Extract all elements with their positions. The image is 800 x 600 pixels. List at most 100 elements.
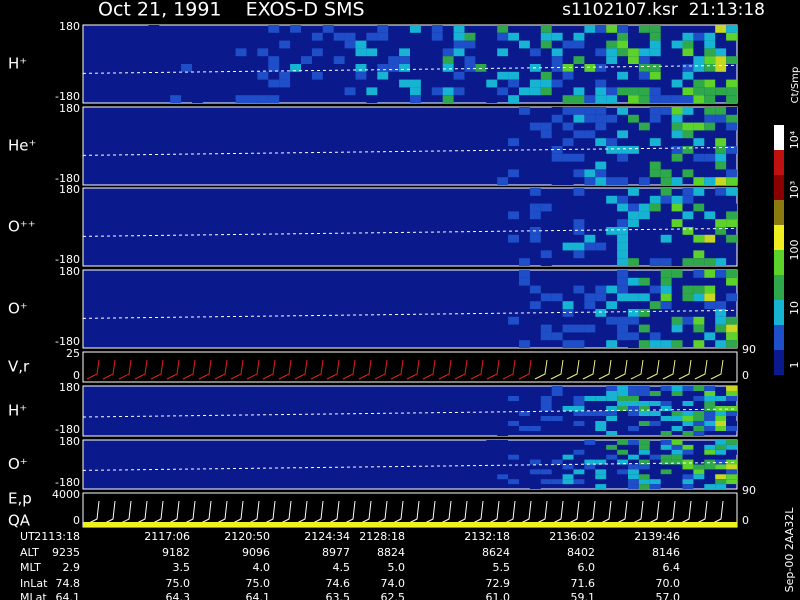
spectrogram-cell <box>529 79 541 88</box>
cell: 57.0 <box>656 591 681 600</box>
spectrogram-cell <box>715 270 727 278</box>
spectrogram-cell <box>671 324 683 333</box>
spectrogram-cell <box>562 406 574 411</box>
spectrogram-cell <box>366 95 378 103</box>
spectrogram-cell <box>671 459 683 465</box>
spectrogram-cell <box>715 177 727 185</box>
spectrogram-cell <box>617 130 628 139</box>
sweep-trace <box>214 359 228 380</box>
spectrogram-cell <box>671 114 683 123</box>
sweep-trace <box>118 359 132 380</box>
spectrogram-cell <box>660 340 672 348</box>
spectrogram-cell <box>715 107 727 115</box>
sweep-trace <box>166 359 180 380</box>
pitch-trace <box>82 64 738 74</box>
spectrogram-cell <box>584 324 596 333</box>
spectrogram-cell <box>497 71 509 80</box>
spectrogram-cell <box>540 293 552 302</box>
spectrogram-cell <box>551 391 563 396</box>
spectrogram-cell <box>682 411 694 416</box>
spectrogram-cell <box>628 332 639 341</box>
spectrogram-cell <box>726 234 737 243</box>
spectrogram-cell <box>595 122 607 131</box>
spectrogram-cell <box>617 32 628 41</box>
spectrogram-cell <box>508 71 519 80</box>
spectrogram-cell <box>660 234 672 243</box>
spectrogram-cell <box>617 48 628 57</box>
spectrogram-cell <box>497 48 509 57</box>
spectrogram-cell <box>431 25 443 33</box>
spectrogram-cell <box>638 25 650 33</box>
spectrogram-cell <box>638 309 650 317</box>
spectrogram-cell <box>649 95 661 103</box>
spectrogram-cell <box>715 324 727 333</box>
spectrogram-cell <box>595 169 607 178</box>
spectrogram-cell <box>519 277 530 286</box>
spectrogram-cell <box>693 177 705 185</box>
spectrogram-cell <box>628 401 639 406</box>
spectrogram-cell <box>606 95 618 103</box>
spectrogram-cell <box>671 391 683 396</box>
spectrogram-cell <box>726 270 737 278</box>
sweep-trace <box>534 359 548 380</box>
spectrogram-cell <box>726 411 737 416</box>
spectrogram-cell <box>660 285 672 294</box>
spectrogram-cell <box>584 95 596 103</box>
spectrogram-cell <box>442 87 454 96</box>
spectrogram-cell <box>453 40 465 49</box>
spectrogram-cell <box>584 64 596 72</box>
spectrogram-cell <box>573 188 585 196</box>
cell: 6.0 <box>578 561 596 574</box>
spectrogram-cell <box>682 316 694 325</box>
spectrogram-cell <box>671 444 683 450</box>
spectrogram-cell <box>660 469 672 475</box>
colorbar-segment <box>774 200 784 225</box>
spectrogram-cell <box>508 211 519 220</box>
spectrogram-cell <box>606 285 618 294</box>
spectrogram-cell <box>726 146 737 154</box>
pitch-trace <box>82 309 738 319</box>
spectrogram-cell <box>497 211 509 220</box>
spectrogram-cell <box>268 25 280 33</box>
spectrogram-cell <box>693 464 705 470</box>
spectrogram-cell <box>682 474 694 480</box>
spectrogram-cell <box>377 79 389 88</box>
spectrogram-cell <box>638 324 650 333</box>
qa-bar <box>83 522 737 527</box>
spectrogram-cell <box>595 95 607 103</box>
spectrogram-cell <box>726 79 737 88</box>
spectrogram-cell <box>638 411 650 416</box>
spectrogram-cell <box>595 130 607 139</box>
spectrogram-cell <box>671 258 683 266</box>
spectrogram-cell <box>715 469 727 475</box>
spectrogram-cell <box>562 464 574 470</box>
spectrogram-cell <box>606 396 618 401</box>
spectrogram-cell <box>671 79 683 88</box>
spectrogram-cell <box>606 277 618 286</box>
cell: 75.0 <box>246 577 271 590</box>
spectrogram-cell <box>649 40 661 49</box>
spectrogram-cell <box>704 396 716 401</box>
spectrogram-cell <box>715 195 727 204</box>
spectrogram-cell <box>628 309 639 317</box>
y2-tick-label: 0 <box>742 514 749 527</box>
spectrogram-cell <box>628 219 639 227</box>
spectrogram-cell <box>628 464 639 470</box>
spectrogram-cell <box>628 48 639 57</box>
spectrogram-cell <box>540 324 552 333</box>
spectrogram-cell <box>715 25 727 33</box>
spectrogram-cell <box>628 188 639 196</box>
spectrogram-cell <box>595 48 607 57</box>
spectrogram-cell <box>595 285 607 294</box>
spectrogram-cell <box>595 107 607 115</box>
spectrogram-cell <box>638 444 650 450</box>
spectrogram-cell <box>649 25 661 33</box>
spectrogram-cell <box>628 391 639 396</box>
spectrogram-cell <box>704 32 716 41</box>
sweep-trace <box>390 359 404 380</box>
spectrogram-cell <box>715 396 727 401</box>
spectrogram-cell <box>682 48 694 57</box>
spectrogram-cell <box>170 95 182 103</box>
spectrogram-cell <box>355 40 367 49</box>
spectrogram-cell <box>726 293 737 302</box>
